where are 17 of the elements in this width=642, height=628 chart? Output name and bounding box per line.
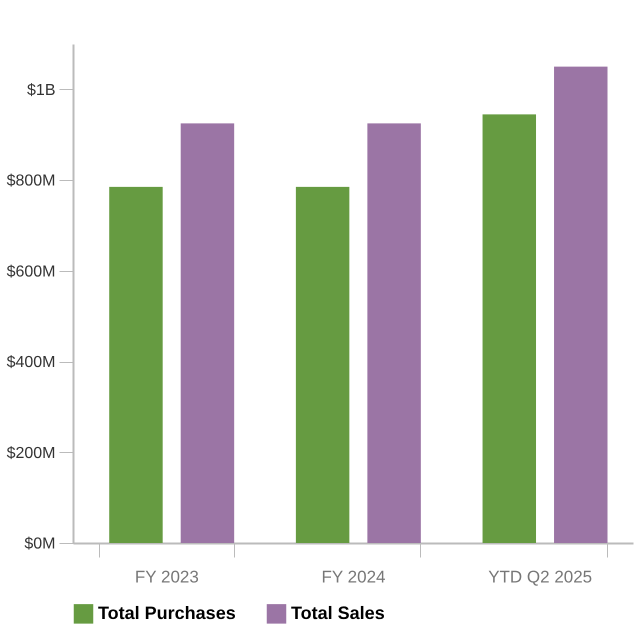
- bar: [554, 66, 608, 543]
- bar: [109, 186, 163, 543]
- y-tick-label: $600M: [6, 263, 56, 280]
- x-tick-label: FY 2023: [134, 568, 199, 586]
- bar: [482, 114, 536, 543]
- y-tick-label: $400M: [6, 354, 56, 372]
- y-tick-label: $800M: [6, 172, 56, 190]
- legend-label: Total Sales: [291, 602, 385, 623]
- y-tick-label: $200M: [6, 444, 56, 462]
- bar: [296, 186, 350, 543]
- x-tick-label: FY 2024: [322, 568, 386, 586]
- y-tick-label: $1B: [27, 82, 56, 99]
- bar: [367, 123, 421, 543]
- y-tick-label: $0M: [24, 536, 56, 552]
- x-tick-label: YTD Q2 2025: [488, 568, 592, 586]
- bar: [180, 123, 234, 543]
- legend-label: Total Purchases: [98, 602, 236, 623]
